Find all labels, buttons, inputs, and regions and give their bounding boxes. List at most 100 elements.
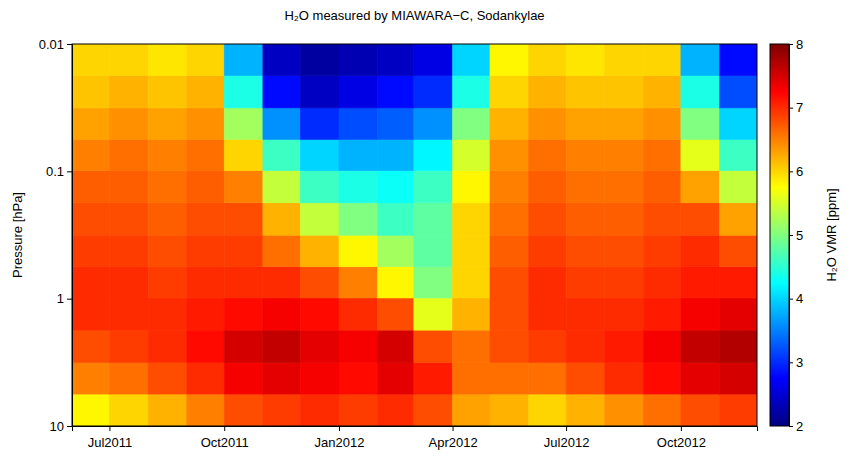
y-tick-mark [67, 299, 72, 300]
heatmap-cell [720, 330, 757, 362]
heatmap-cell [339, 139, 378, 170]
x-tick: Jan2012 [315, 426, 365, 450]
heatmap-cell [224, 171, 263, 203]
heatmap-cell [378, 363, 414, 395]
heatmap-cell [490, 171, 529, 203]
heatmap-cell [490, 203, 529, 235]
heatmap-cell [339, 75, 378, 107]
heatmap-cell [339, 298, 378, 330]
heatmap-cell [300, 203, 339, 235]
colorbar-axis-line [790, 45, 794, 427]
heatmap-cell [378, 330, 414, 362]
heatmap-cell [681, 139, 720, 170]
colorbar-tick-label: 6 [796, 164, 803, 179]
heatmap-cell [490, 139, 529, 170]
heatmap-cell [453, 267, 490, 298]
heatmap-cell [109, 108, 148, 140]
heatmap-cell [148, 235, 187, 267]
chart-title: H₂O measured by MIAWARA−C, Sodankylae [284, 8, 544, 23]
colorbar-tick: 7 [789, 100, 803, 115]
heatmap-cell [605, 171, 644, 203]
heatmap-cell [378, 298, 414, 330]
heatmap-cell [643, 235, 680, 267]
heatmap-cell [263, 363, 300, 395]
heatmap-cell [490, 44, 529, 75]
heatmap-cell [339, 108, 378, 140]
heatmap-cell [263, 267, 300, 298]
heatmap-cell [72, 203, 109, 235]
heatmap-cell [681, 44, 720, 75]
plot-frame [72, 44, 757, 426]
heatmap-cell [681, 108, 720, 140]
heatmap-cell [529, 298, 566, 330]
heatmap-cell [643, 298, 680, 330]
heatmap-cell [263, 44, 300, 75]
heatmap-cell [720, 75, 757, 107]
heatmap-cell [263, 298, 300, 330]
heatmap-cell [109, 203, 148, 235]
heatmap-cell [566, 394, 605, 426]
colorbar-tick: 3 [789, 355, 803, 370]
x-tick-label: Jul2012 [544, 435, 590, 450]
heatmap-cell [109, 75, 148, 107]
heatmap-cell [414, 139, 453, 170]
heatmap-cell [605, 44, 644, 75]
heatmap-cell [643, 394, 680, 426]
heatmap-cell [109, 267, 148, 298]
heatmap-cell [148, 298, 187, 330]
heatmap-cell [643, 330, 680, 362]
x-tick-mark [453, 426, 454, 431]
heatmap-cell [109, 330, 148, 362]
x-tick: Oct2011 [201, 426, 249, 450]
heatmap-cell [453, 75, 490, 107]
heatmap-cell [490, 298, 529, 330]
colorbar-tick-mark [789, 235, 793, 236]
heatmap-cell [72, 267, 109, 298]
heatmap-cell [224, 267, 263, 298]
heatmap-cell [378, 267, 414, 298]
heatmap-cell [414, 203, 453, 235]
heatmap-cell [148, 75, 187, 107]
heatmap-cell [605, 363, 644, 395]
y-axis: 1010.10.01 [39, 37, 73, 434]
colorbar-tick: 4 [789, 291, 803, 306]
heatmap-cell [72, 171, 109, 203]
heatmap-cell [643, 44, 680, 75]
heatmap-cell [187, 44, 224, 75]
heatmap-cell [263, 171, 300, 203]
y-tick-label: 10 [50, 419, 64, 434]
heatmap-cell [72, 330, 109, 362]
heatmap-cell [414, 394, 453, 426]
heatmap-cell [643, 267, 680, 298]
heatmap-cell [300, 330, 339, 362]
heatmap-cell [453, 330, 490, 362]
x-tick-mark [339, 426, 340, 431]
heatmap-cell [605, 139, 644, 170]
heatmap-cell [643, 203, 680, 235]
heatmap-cell [224, 44, 263, 75]
heatmap-cell [378, 108, 414, 140]
heatmap-cell [187, 267, 224, 298]
heatmap-cell [414, 235, 453, 267]
x-tick-label: Jan2012 [315, 435, 365, 450]
heatmap-cell [339, 330, 378, 362]
heatmap-cell [263, 394, 300, 426]
heatmap-cell [414, 298, 453, 330]
heatmap-cell [109, 139, 148, 170]
heatmap-cell [378, 235, 414, 267]
heatmap-cells [72, 44, 757, 426]
heatmap-cell [339, 394, 378, 426]
colorbar-tick: 2 [789, 419, 803, 434]
heatmap-cell [148, 139, 187, 170]
colorbar-tick-mark [789, 426, 793, 427]
heatmap-cell [339, 203, 378, 235]
heatmap-cell [300, 139, 339, 170]
heatmap-cell [566, 298, 605, 330]
colorbar-tick-label: 3 [796, 355, 803, 370]
heatmap-cell [453, 235, 490, 267]
heatmap-cell [414, 171, 453, 203]
heatmap-cell [339, 44, 378, 75]
heatmap-cell [224, 363, 263, 395]
heatmap-cell [378, 394, 414, 426]
heatmap-cell [529, 267, 566, 298]
